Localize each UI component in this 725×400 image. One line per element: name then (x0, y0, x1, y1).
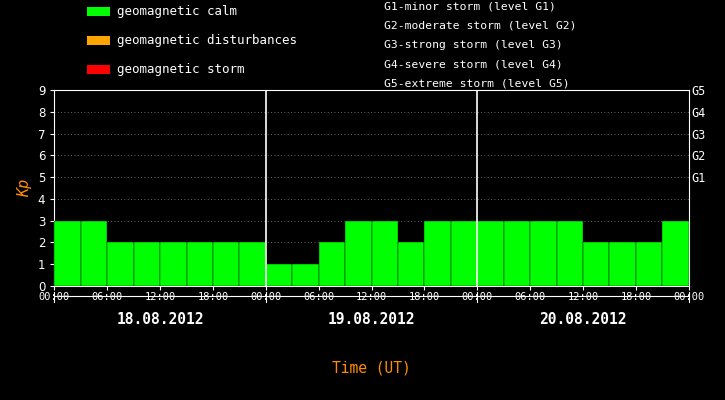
Bar (239, 242, 266, 286)
Bar (87, 36, 110, 45)
Text: G4-severe storm (level G4): G4-severe storm (level G4) (384, 59, 563, 69)
Bar (371, 221, 398, 286)
Bar (636, 242, 663, 286)
Text: geomagnetic disturbances: geomagnetic disturbances (117, 34, 297, 47)
Text: geomagnetic storm: geomagnetic storm (117, 63, 245, 76)
Text: Time (UT): Time (UT) (332, 360, 411, 376)
Bar (107, 242, 133, 286)
Text: G5-extreme storm (level G5): G5-extreme storm (level G5) (384, 79, 570, 89)
Bar (583, 242, 610, 286)
Bar (424, 221, 451, 286)
Bar (504, 221, 530, 286)
Bar (266, 264, 292, 286)
Bar (610, 242, 636, 286)
Bar (87, 7, 110, 16)
Bar (319, 242, 345, 286)
Bar (54, 221, 80, 286)
Text: 19.08.2012: 19.08.2012 (328, 312, 415, 327)
Bar (477, 221, 504, 286)
Text: 20.08.2012: 20.08.2012 (539, 312, 627, 327)
Bar (186, 242, 213, 286)
Text: G1-minor storm (level G1): G1-minor storm (level G1) (384, 1, 556, 11)
Bar (451, 221, 477, 286)
Bar (557, 221, 583, 286)
Text: G2-moderate storm (level G2): G2-moderate storm (level G2) (384, 21, 577, 31)
Bar (133, 242, 160, 286)
Bar (345, 221, 371, 286)
Bar (160, 242, 186, 286)
Bar (213, 242, 239, 286)
Bar (80, 221, 107, 286)
Bar (292, 264, 319, 286)
Bar (87, 65, 110, 74)
Y-axis label: Kp: Kp (17, 179, 33, 197)
Text: G3-strong storm (level G3): G3-strong storm (level G3) (384, 40, 563, 50)
Text: geomagnetic calm: geomagnetic calm (117, 5, 238, 18)
Bar (398, 242, 424, 286)
Text: 18.08.2012: 18.08.2012 (116, 312, 204, 327)
Bar (530, 221, 557, 286)
Bar (663, 221, 689, 286)
